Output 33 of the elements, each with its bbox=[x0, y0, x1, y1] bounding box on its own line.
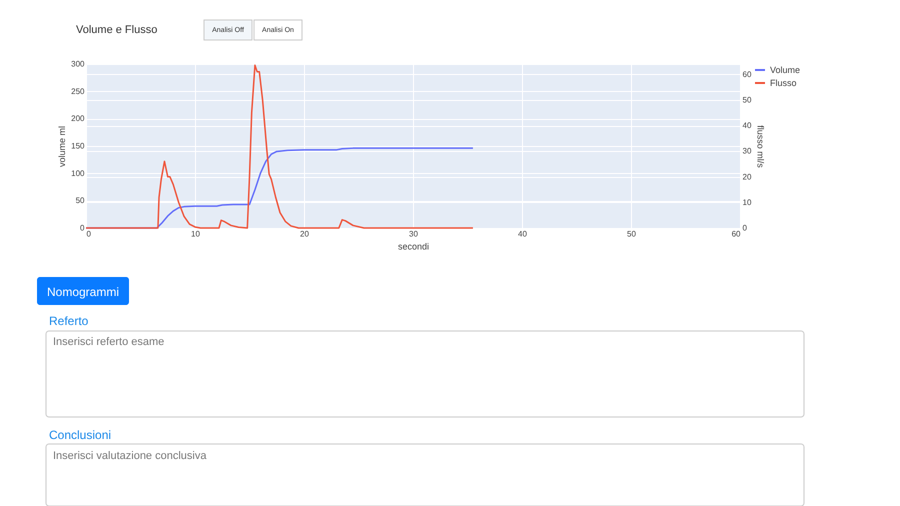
legend-label: Flusso bbox=[770, 78, 797, 88]
x-tick-label: 10 bbox=[191, 230, 200, 238]
y2-tick-label: 0 bbox=[742, 224, 748, 232]
x-axis-title: secondi bbox=[398, 242, 430, 252]
y2-tick-label: 60 bbox=[742, 70, 752, 79]
y-tick-label: 50 bbox=[76, 196, 86, 206]
legend-label: Volume bbox=[770, 65, 800, 75]
y-tick-label: 100 bbox=[71, 168, 86, 178]
line-series bbox=[85, 64, 474, 229]
y-tick-label: 300 bbox=[71, 60, 86, 68]
y-tick-label: 200 bbox=[71, 114, 86, 124]
y-tick-label: 150 bbox=[71, 142, 86, 150]
y-tick-label: 0 bbox=[80, 224, 86, 232]
y-axis-title: volume ml bbox=[57, 126, 68, 168]
text: Nomogrammi bbox=[46, 285, 120, 299]
y2-axis-title: flusso ml/s bbox=[755, 125, 766, 168]
x-tick-label: 30 bbox=[409, 230, 418, 238]
text: Referto bbox=[49, 314, 89, 328]
text: Inserisci referto esame bbox=[53, 336, 164, 348]
text: Conclusioni bbox=[49, 428, 112, 442]
text: Inserisci valutazione conclusiva bbox=[53, 450, 208, 462]
x-tick-label: 40 bbox=[518, 230, 528, 238]
x-tick-label: 20 bbox=[300, 230, 310, 238]
y-tick-label: 250 bbox=[71, 86, 86, 96]
x-tick-label: 50 bbox=[627, 230, 636, 238]
y2-tick-label: 40 bbox=[742, 121, 752, 130]
y2-tick-label: 50 bbox=[742, 95, 752, 104]
y2-tick-label: 30 bbox=[742, 146, 752, 156]
chart-title: Volume e Flusso bbox=[76, 24, 158, 36]
y2-tick-label: 10 bbox=[742, 198, 752, 207]
y2-tick-label: 20 bbox=[742, 172, 752, 182]
x-tick-label: 60 bbox=[732, 230, 742, 238]
x-tick-label: 0 bbox=[86, 230, 92, 238]
